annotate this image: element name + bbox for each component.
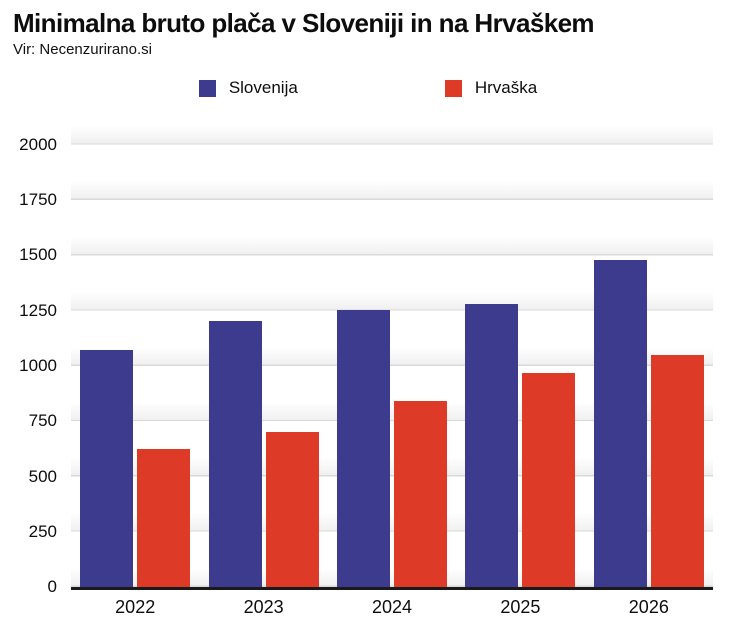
legend-item-hrvaska: Hrvaška — [444, 78, 538, 98]
x-tick-label-2024: 2024 — [371, 597, 413, 618]
bar-hrvaka-2024 — [394, 401, 448, 588]
legend-item-slovenija: Slovenija — [198, 78, 298, 98]
y-tick-label-0: 0 — [47, 577, 57, 597]
x-tick-label-2022: 2022 — [115, 597, 156, 618]
x-tick-label-2025: 2025 — [500, 597, 541, 618]
legend-swatch-slovenija — [198, 79, 216, 97]
chart-header: Minimalna bruto plača v Sloveniji in na … — [0, 0, 736, 58]
y-tick-label-750: 750 — [28, 411, 57, 431]
bar-slovenija-2022 — [80, 349, 134, 588]
legend-label-slovenija: Slovenija — [228, 78, 298, 98]
bar-hrvaka-2023 — [265, 432, 319, 588]
plot-area — [71, 127, 713, 591]
bar-slovenija-2025 — [465, 304, 519, 588]
y-axis: 0 250 500 750 1000 1250 1500 1750 2000 — [0, 127, 71, 596]
bar-group-2023 — [199, 127, 327, 588]
bar-slovenija-2023 — [208, 321, 262, 588]
y-tick-label-500: 500 — [28, 466, 57, 486]
y-tick-label-1250: 1250 — [19, 300, 57, 320]
y-tick-label-1750: 1750 — [19, 190, 57, 210]
y-tick-label-1500: 1500 — [19, 245, 57, 265]
legend-swatch-hrvaska — [444, 79, 462, 97]
bar-slovenija-2024 — [337, 309, 391, 588]
chart-body: 0 250 500 750 1000 1250 1500 1750 2000 — [0, 127, 736, 596]
chart-title: Minimalna bruto plača v Sloveniji in na … — [13, 8, 595, 38]
bar-slovenija-2026 — [593, 259, 647, 588]
bar-hrvaka-2026 — [650, 354, 704, 588]
y-tick-label-2000: 2000 — [19, 134, 57, 154]
y-tick-label-250: 250 — [28, 521, 57, 541]
y-tick-label-1000: 1000 — [19, 355, 57, 375]
bar-group-2026 — [585, 127, 713, 588]
bar-hrvaka-2025 — [522, 372, 576, 588]
bar-group-2024 — [328, 127, 456, 588]
legend: Slovenija Hrvaška — [0, 78, 736, 98]
x-tick-label-2023: 2023 — [243, 597, 284, 618]
bar-group-2022 — [71, 127, 199, 588]
bar-group-2025 — [456, 127, 584, 588]
legend-label-hrvaska: Hrvaška — [474, 78, 538, 98]
bar-hrvaka-2022 — [137, 448, 191, 588]
x-axis: 2022 2023 2024 2025 2026 — [71, 590, 713, 618]
chart-source: Vir: Necenzurirano.si — [13, 41, 152, 59]
x-tick-label-2026: 2026 — [628, 597, 669, 618]
